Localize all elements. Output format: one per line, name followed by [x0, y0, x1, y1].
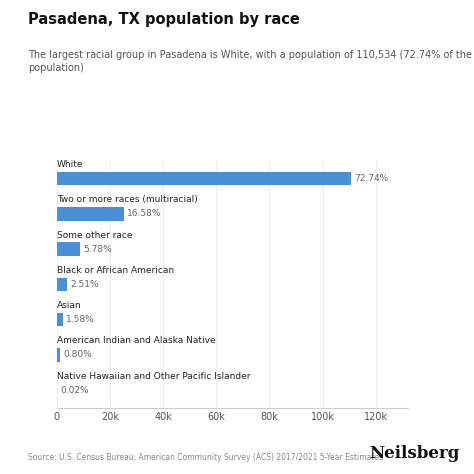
- Text: 16.58%: 16.58%: [127, 210, 162, 219]
- Bar: [57, 313, 63, 326]
- Text: 0.02%: 0.02%: [60, 385, 89, 394]
- Text: 1.58%: 1.58%: [66, 315, 95, 324]
- Bar: [57, 348, 60, 362]
- Text: Source: U.S. Census Bureau, American Community Survey (ACS) 2017/2021 5-Year Est: Source: U.S. Census Bureau, American Com…: [28, 453, 383, 462]
- Text: Pasadena, TX population by race: Pasadena, TX population by race: [28, 12, 301, 27]
- Bar: [57, 243, 80, 256]
- Text: Neilsberg: Neilsberg: [369, 445, 460, 462]
- Text: American Indian and Alaska Native: American Indian and Alaska Native: [57, 337, 216, 346]
- Text: Two or more races (multiracial): Two or more races (multiracial): [57, 195, 198, 204]
- Text: 2.51%: 2.51%: [70, 280, 99, 289]
- Text: Asian: Asian: [57, 301, 82, 310]
- Text: 72.74%: 72.74%: [354, 174, 388, 183]
- Text: Some other race: Some other race: [57, 231, 132, 240]
- Bar: [57, 278, 67, 291]
- Text: 5.78%: 5.78%: [83, 245, 112, 254]
- Text: White: White: [57, 160, 83, 169]
- Text: Black or African American: Black or African American: [57, 266, 174, 275]
- Text: 0.80%: 0.80%: [64, 350, 92, 359]
- Text: Native Hawaiian and Other Pacific Islander: Native Hawaiian and Other Pacific Island…: [57, 372, 250, 381]
- Text: The largest racial group in Pasadena is White, with a population of 110,534 (72.: The largest racial group in Pasadena is …: [28, 50, 474, 73]
- Bar: [57, 207, 124, 221]
- Bar: [57, 172, 351, 185]
